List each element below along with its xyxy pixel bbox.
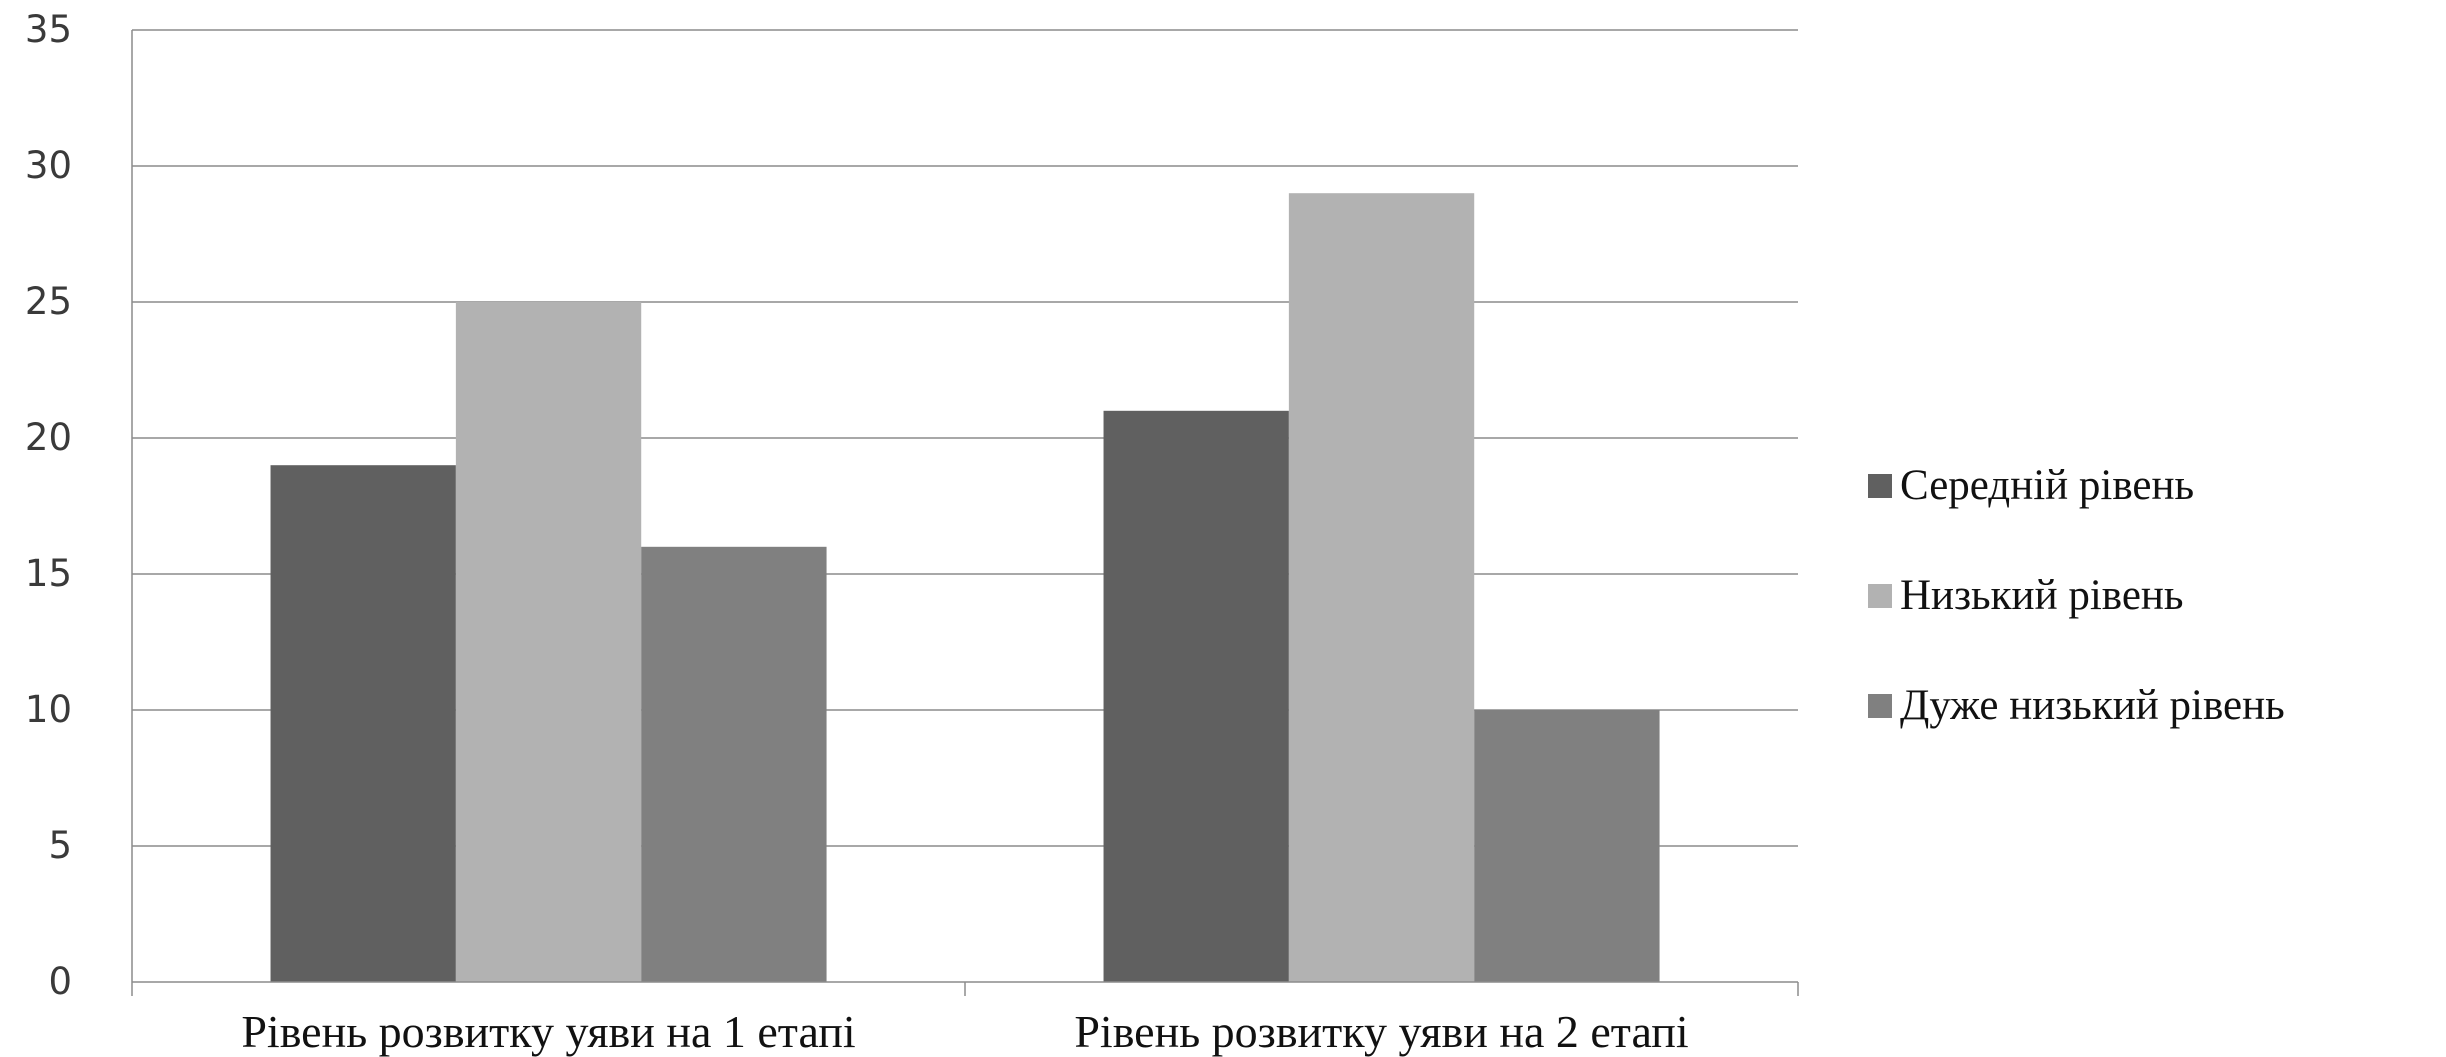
bar (641, 546, 827, 982)
y-tick-label: 20 (25, 416, 72, 459)
bar (1288, 193, 1475, 982)
x-category-label: Рівень розвитку уяви на 1 етапі (241, 1006, 855, 1057)
bar (1103, 410, 1289, 982)
legend-swatch (1868, 584, 1892, 608)
legend: Середній рівень Низький рівень Дуже низьки… (1868, 462, 2285, 729)
bars (270, 193, 1660, 982)
legend-label: Низький рівень (1900, 572, 2184, 619)
legend-swatch (1868, 474, 1892, 498)
y-tick-label: 35 (25, 8, 72, 51)
bar (1474, 710, 1660, 982)
y-tick-label: 30 (25, 144, 72, 187)
axes: 0 5 10 15 20 25 30 35 Рівень розвитку уяви на 1 … (25, 8, 1799, 1057)
y-tick-label: 5 (48, 824, 72, 867)
y-tick-label: 10 (25, 688, 72, 731)
legend-label: Дуже низький рівень (1900, 682, 2285, 729)
x-category-label: Рівень розвитку уяви на 2 етапі (1074, 1006, 1688, 1057)
y-tick-label: 15 (25, 552, 72, 595)
legend-swatch (1868, 694, 1892, 718)
y-tick-label: 25 (25, 280, 72, 323)
y-tick-label: 0 (48, 960, 72, 1003)
bar (455, 302, 642, 982)
legend-label: Середній рівень (1900, 462, 2194, 509)
bar (270, 465, 456, 982)
